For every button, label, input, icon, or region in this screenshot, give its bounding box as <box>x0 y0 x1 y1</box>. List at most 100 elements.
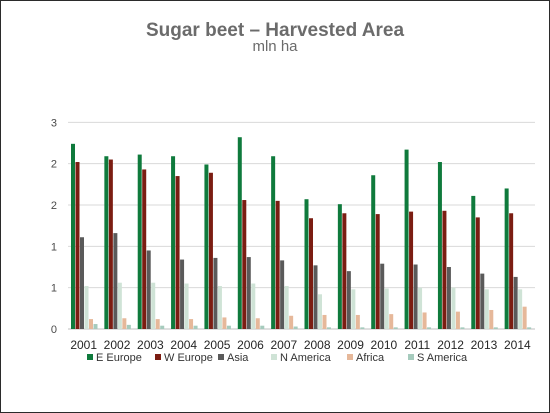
bar-africa <box>222 317 227 329</box>
bar-e-europe <box>504 188 509 329</box>
bar-africa <box>389 314 394 329</box>
bar-e-europe <box>104 156 109 329</box>
x-axis-ticks: 2001 2002 2003 2004 2005 2006 2007 2008 2009 2010… <box>70 338 531 352</box>
bar-e-europe <box>271 156 276 329</box>
y-tick-label: 0 <box>51 324 57 336</box>
x-tick-label: 2003 <box>137 338 164 352</box>
bar-asia <box>446 267 451 329</box>
legend-label: E Europe <box>96 352 142 364</box>
bar-e-europe <box>237 137 242 329</box>
legend-label: Asia <box>227 352 249 364</box>
bar-asia <box>213 257 218 329</box>
legend-label: W Europe <box>164 352 213 364</box>
bar-w-europe <box>342 213 347 329</box>
bar-n-america <box>84 286 89 329</box>
bar-n-america <box>217 286 222 329</box>
bar-w-europe <box>108 159 113 329</box>
x-tick-label: 2013 <box>471 338 498 352</box>
bar-africa <box>422 312 427 329</box>
bar-w-europe <box>242 200 247 329</box>
bar-s-america <box>393 327 398 329</box>
bar-africa <box>155 319 160 329</box>
bar-n-america <box>284 286 289 329</box>
bar-e-europe <box>437 162 442 329</box>
bar-e-europe <box>171 156 176 329</box>
bar-africa <box>455 311 460 329</box>
bar-w-europe <box>475 217 480 329</box>
bar-e-europe <box>404 149 409 329</box>
bar-s-america <box>126 324 131 329</box>
legend-swatch <box>87 354 93 360</box>
bar-n-america <box>251 283 256 329</box>
x-tick-label: 2012 <box>437 338 464 352</box>
bar-w-europe <box>275 200 280 329</box>
bar-s-america <box>193 325 198 329</box>
bar-africa <box>255 318 260 329</box>
bar-s-america <box>527 327 532 329</box>
bar-asia <box>80 237 84 329</box>
bar-w-europe <box>208 172 213 329</box>
bar-africa <box>355 314 360 329</box>
x-tick-label: 2007 <box>270 338 297 352</box>
x-tick-label: 2002 <box>104 338 131 352</box>
y-tick-label: 2 <box>51 200 57 212</box>
x-tick-label: 2004 <box>170 338 197 352</box>
bar-n-america <box>518 289 523 329</box>
bar-e-europe <box>304 199 309 329</box>
bar-n-america <box>117 282 122 329</box>
bar-africa <box>89 319 93 329</box>
bar-asia <box>180 259 185 329</box>
bar-n-america <box>151 282 156 329</box>
x-tick-label: 2006 <box>237 338 264 352</box>
bar-asia <box>413 264 418 329</box>
legend-swatch <box>408 354 414 360</box>
bar-s-america <box>226 325 231 329</box>
bar-n-america <box>384 288 389 329</box>
bar-s-america <box>293 326 298 329</box>
legend-swatch <box>218 354 224 360</box>
x-tick-label: 2014 <box>504 338 531 352</box>
bar-w-europe <box>375 214 380 329</box>
bar-e-europe <box>137 154 142 329</box>
x-tick-label: 2001 <box>70 338 97 352</box>
bar-asia <box>313 265 318 329</box>
bar-asia <box>146 250 151 329</box>
x-tick-label: 2005 <box>204 338 231 352</box>
bar-e-europe <box>204 164 209 329</box>
bar-asia <box>280 260 285 329</box>
bar-n-america <box>451 287 456 329</box>
bar-africa <box>489 309 494 329</box>
bar-asia <box>246 257 251 329</box>
bar-africa <box>189 319 194 329</box>
bar-w-europe <box>309 218 313 329</box>
bar-s-america <box>360 327 365 329</box>
legend-label: N America <box>280 352 332 364</box>
bar-africa <box>522 306 527 329</box>
x-tick-label: 2008 <box>304 338 331 352</box>
bar-africa <box>289 315 294 329</box>
legend-label: S America <box>417 352 468 364</box>
bar-s-america <box>160 325 165 329</box>
legend-swatch <box>347 354 353 360</box>
bar-e-europe <box>337 204 342 329</box>
chart-subtitle: mln ha <box>252 38 298 55</box>
bars <box>71 137 532 329</box>
bar-asia <box>346 271 351 329</box>
bar-e-europe <box>71 143 75 329</box>
legend: E Europe W Europe Asia N America Africa S Ame… <box>87 352 468 364</box>
bar-s-america <box>460 327 465 329</box>
bar-w-europe <box>175 176 180 329</box>
legend-swatch <box>155 354 161 360</box>
bar-asia <box>113 233 118 329</box>
bar-africa <box>122 318 127 329</box>
bar-asia <box>513 276 518 329</box>
bar-w-europe <box>442 210 447 329</box>
y-tick-label: 1 <box>51 241 57 253</box>
x-tick-label: 2009 <box>337 338 364 352</box>
bar-n-america <box>184 283 189 329</box>
bar-w-europe <box>509 213 514 329</box>
legend-swatch <box>271 354 277 360</box>
bar-n-america <box>418 287 423 329</box>
y-axis-ticks: 0 1 1 2 2 3 <box>51 117 57 336</box>
